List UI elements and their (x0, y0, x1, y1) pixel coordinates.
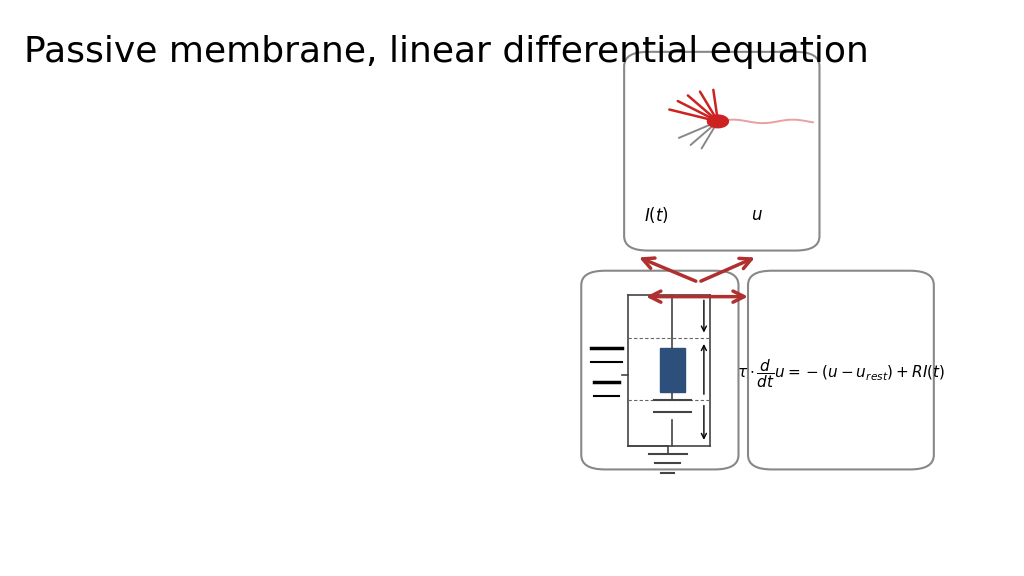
Text: $\tau \cdot \dfrac{d}{dt}u = -(u - u_{rest}) + RI(t)$: $\tau \cdot \dfrac{d}{dt}u = -(u - u_{re… (737, 358, 945, 391)
Circle shape (708, 115, 728, 128)
Bar (659, 348, 685, 392)
Text: $I(t)$: $I(t)$ (644, 205, 669, 225)
Text: $u$: $u$ (752, 206, 763, 224)
FancyBboxPatch shape (625, 52, 819, 251)
Text: Passive membrane, linear differential equation: Passive membrane, linear differential eq… (24, 35, 868, 69)
FancyBboxPatch shape (582, 271, 738, 469)
FancyBboxPatch shape (748, 271, 934, 469)
